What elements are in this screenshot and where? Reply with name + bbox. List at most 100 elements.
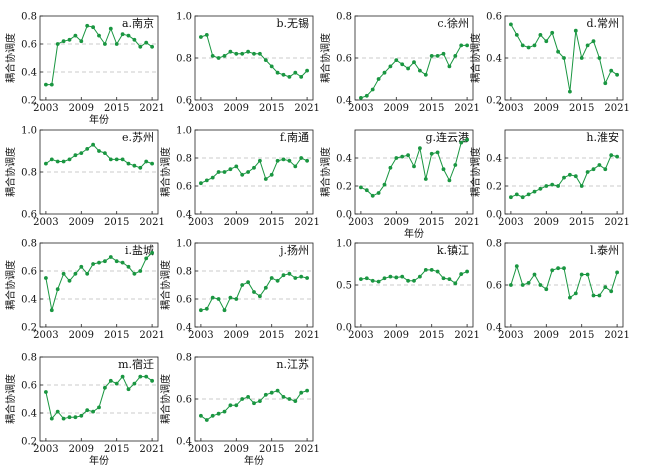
data-point (562, 56, 566, 60)
panel-title: m.宿迁 (118, 357, 154, 371)
x-tick-label: 2015 (259, 217, 284, 228)
data-point (49, 416, 54, 421)
data-point (359, 185, 363, 190)
data-point (79, 413, 84, 418)
x-tick-label: 2009 (69, 103, 94, 114)
y-axis-title: 耦合协调度 (159, 260, 172, 310)
data-point (216, 170, 221, 174)
x-tick-label: 2015 (259, 330, 284, 341)
data-point (73, 153, 78, 158)
series-line (200, 157, 308, 184)
data-point (376, 77, 381, 81)
data-point (364, 93, 369, 98)
data-point (447, 64, 452, 69)
data-point (305, 158, 309, 163)
data-point (394, 275, 399, 280)
x-tick-label: 2003 (348, 103, 373, 114)
data-point (526, 281, 531, 285)
x-tick-label: 2015 (104, 444, 129, 455)
data-point (579, 184, 584, 188)
series-line (45, 375, 153, 420)
x-tick-label: 2021 (139, 444, 164, 455)
data-point (108, 26, 113, 31)
data-point (603, 285, 608, 289)
data-point (49, 157, 54, 162)
data-point (275, 388, 280, 393)
data-point (204, 178, 209, 183)
data-point (509, 22, 513, 27)
data-point (281, 273, 286, 278)
x-tick-label: 2009 (384, 217, 409, 228)
data-point (281, 395, 286, 399)
data-point (406, 153, 410, 158)
data-point (44, 82, 48, 87)
data-point (514, 33, 519, 37)
panel-title: a.南京 (122, 16, 154, 30)
data-point (585, 43, 590, 48)
data-point (568, 89, 572, 94)
data-point (150, 250, 155, 255)
data-point (550, 268, 555, 273)
x-tick-label: 2003 (348, 330, 373, 341)
data-point (526, 192, 531, 197)
data-point (150, 378, 155, 383)
data-point (615, 270, 619, 275)
x-tick-label: 2009 (224, 330, 249, 341)
data-point (429, 54, 434, 58)
data-point (103, 385, 107, 390)
data-point (44, 276, 48, 280)
data-point (138, 165, 143, 170)
data-point (275, 278, 280, 283)
data-point (222, 409, 227, 414)
data-point (150, 44, 155, 49)
data-point (429, 151, 434, 156)
data-point (97, 405, 101, 410)
data-point (85, 408, 90, 413)
panel-title: h.淮安 (586, 130, 619, 144)
x-tick-label: 2009 (534, 330, 559, 341)
x-tick-label: 2003 (33, 330, 58, 341)
x-tick-label: 2021 (139, 103, 164, 114)
data-point (388, 165, 393, 170)
data-point (562, 266, 566, 271)
x-tick-label: 2003 (498, 217, 523, 228)
data-point (252, 51, 256, 56)
data-point (597, 56, 602, 60)
y-tick-label: 0.8 (21, 353, 37, 364)
y-tick-label: 0.6 (176, 295, 192, 306)
data-point (120, 260, 125, 265)
x-tick-label: 2021 (454, 217, 479, 228)
data-point (447, 277, 452, 282)
x-tick-label: 2003 (498, 330, 523, 341)
data-point (382, 276, 387, 281)
data-point (532, 189, 537, 194)
data-point (138, 374, 143, 379)
data-point (228, 403, 233, 408)
plot-frame (354, 129, 474, 215)
data-point (210, 413, 215, 418)
x-tick-label: 2003 (33, 103, 58, 114)
data-point (305, 276, 309, 280)
panel-title: l.泰州 (590, 243, 619, 257)
data-point (246, 170, 251, 174)
data-point (55, 287, 60, 292)
data-point (269, 276, 274, 280)
data-point (435, 269, 440, 274)
data-point (585, 272, 590, 277)
series-line (360, 44, 468, 99)
x-tick-label: 2009 (384, 330, 409, 341)
data-point (287, 397, 292, 401)
data-point (132, 163, 137, 168)
data-point (287, 75, 292, 79)
data-point (293, 399, 298, 403)
data-point (376, 279, 381, 284)
data-point (132, 271, 137, 276)
data-point (514, 264, 519, 268)
data-point (603, 167, 608, 172)
x-tick-label: 2009 (224, 217, 249, 228)
data-point (199, 35, 203, 39)
data-point (573, 174, 578, 179)
